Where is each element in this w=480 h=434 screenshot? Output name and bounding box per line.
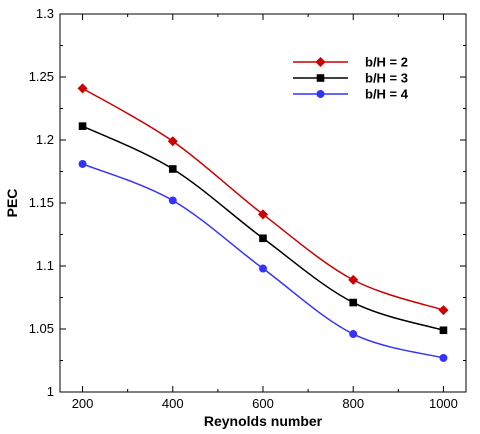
series-line <box>82 87 444 311</box>
data-point-square <box>259 234 267 243</box>
legend: b/H = 2b/H = 3b/H = 4 <box>293 55 409 102</box>
series-1 <box>77 83 449 316</box>
data-point-circle <box>439 353 448 362</box>
data-point-diamond <box>77 83 88 94</box>
data-point-circle <box>259 264 267 273</box>
y-tick-label: 1 <box>47 384 54 399</box>
data-point-diamond <box>167 136 178 147</box>
series-layer <box>77 83 449 362</box>
data-point-diamond <box>438 305 449 316</box>
data-point-square <box>168 165 177 173</box>
series-line <box>82 125 444 331</box>
y-axis-title: PEC <box>4 189 20 218</box>
y-tick-label: 1.1 <box>36 258 54 273</box>
x-tick-label: 1000 <box>429 396 458 411</box>
series-2 <box>78 122 448 335</box>
x-tick-label: 200 <box>72 396 94 411</box>
y-tick-label: 1.05 <box>29 321 54 336</box>
series-3 <box>78 159 448 362</box>
legend-item: b/H = 4 <box>293 87 409 102</box>
series-line <box>82 163 444 359</box>
x-tick-label: 400 <box>162 396 184 411</box>
legend-item: b/H = 2 <box>293 55 408 70</box>
y-tick-label: 1.2 <box>36 132 54 147</box>
data-point-circle <box>78 159 87 168</box>
x-axis-title: Reynolds number <box>204 413 323 429</box>
legend-marker-circle <box>316 90 325 98</box>
data-point-circle <box>349 330 358 339</box>
legend-marker-square <box>316 74 325 82</box>
ticks-layer: 200 400 600 800 1000 1 1.05 1.1 1.15 1.2 1.25 1.3 <box>29 6 466 411</box>
y-tick-label: 1.25 <box>29 69 54 84</box>
legend-item: b/H = 3 <box>293 71 408 86</box>
data-point-square <box>78 122 87 130</box>
data-point-diamond <box>348 274 359 285</box>
legend-label: b/H = 3 <box>365 71 408 86</box>
y-tick-label: 1.15 <box>29 195 54 210</box>
data-point-square <box>349 298 358 307</box>
data-point-square <box>439 326 448 335</box>
data-point-diamond <box>258 209 268 220</box>
x-tick-label: 600 <box>252 396 274 411</box>
x-tick-label: 800 <box>342 396 364 411</box>
legend-marker-diamond <box>315 57 326 67</box>
legend-label: b/H = 2 <box>365 55 408 70</box>
data-point-circle <box>168 196 177 205</box>
y-tick-label: 1.3 <box>36 6 54 21</box>
legend-label: b/H = 4 <box>365 87 409 102</box>
